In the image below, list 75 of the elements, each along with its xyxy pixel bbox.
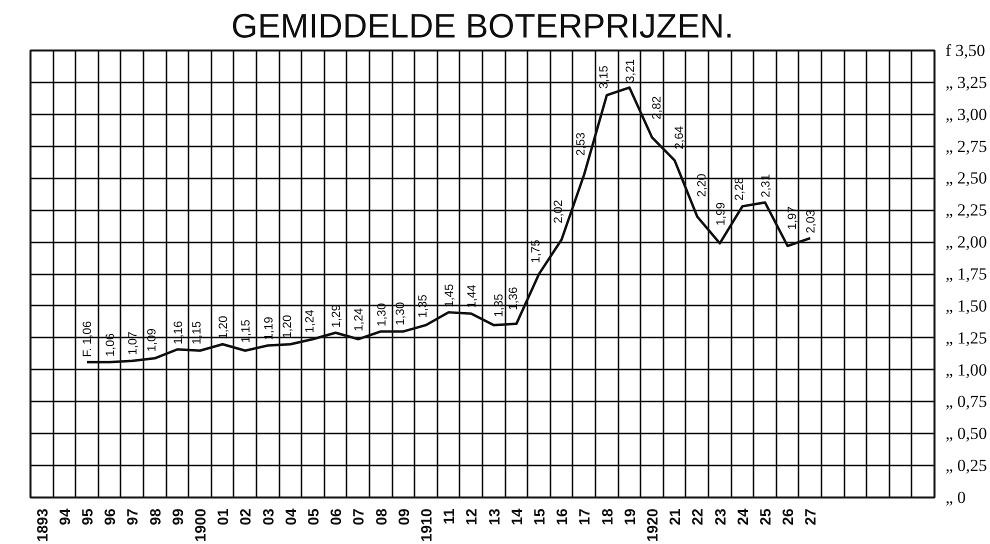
x-tick-label: 95 bbox=[80, 508, 96, 526]
y-tick-label: „ 2,50 bbox=[946, 168, 988, 188]
x-tick-label: 08 bbox=[373, 508, 390, 526]
data-label: 1,36 bbox=[506, 286, 520, 310]
data-label: 1,45 bbox=[442, 284, 456, 308]
x-tick-label: 99 bbox=[170, 508, 187, 526]
data-label: 1,20 bbox=[280, 314, 294, 338]
y-tick-label: „ 0 bbox=[946, 488, 966, 507]
data-label: 3,21 bbox=[622, 58, 637, 83]
x-tick-label: 15 bbox=[532, 508, 548, 526]
y-tick-label: „ 3,25 bbox=[946, 72, 988, 92]
x-tick-label: 07 bbox=[350, 508, 368, 526]
x-tick-label: 18 bbox=[599, 508, 616, 526]
data-label: 1,30 bbox=[374, 302, 388, 326]
x-tick-label: 12 bbox=[464, 508, 481, 526]
data-label: 1,06 bbox=[103, 333, 118, 357]
data-label: 2,02 bbox=[551, 200, 566, 224]
x-tick-label: 1920 bbox=[644, 508, 662, 542]
data-label: 1,24 bbox=[302, 309, 316, 334]
y-tick-label: „ 1,25 bbox=[946, 328, 988, 348]
data-label: 1,09 bbox=[144, 328, 158, 352]
x-tick-label: 27 bbox=[802, 508, 820, 526]
x-tick-label: 22 bbox=[690, 508, 707, 526]
x-tick-label: 24 bbox=[734, 508, 752, 526]
y-tick-label: f 3,50 bbox=[946, 41, 986, 60]
y-tick-label: „ 1,75 bbox=[946, 264, 988, 284]
data-label: 1,15 bbox=[190, 320, 204, 345]
data-label: 1,24 bbox=[352, 308, 366, 332]
x-tick-label: 1900 bbox=[192, 508, 210, 542]
data-label: 1,15 bbox=[238, 319, 253, 343]
y-tick-label: „ 2,00 bbox=[946, 232, 988, 252]
data-label: 1,19 bbox=[261, 316, 276, 340]
x-tick-label: 17 bbox=[576, 508, 594, 526]
x-tick-label: 16 bbox=[554, 508, 572, 526]
y-tick-label: „ 2,75 bbox=[946, 136, 988, 156]
x-tick-label: 23 bbox=[712, 508, 730, 526]
x-tick-label: 13 bbox=[486, 508, 504, 526]
x-tick-label: 02 bbox=[238, 508, 255, 526]
x-tick-label: 03 bbox=[260, 508, 278, 526]
x-tick-label: 25 bbox=[758, 508, 774, 526]
y-tick-label: „ 1,50 bbox=[946, 296, 988, 316]
data-label: 3,15 bbox=[596, 65, 610, 89]
data-label: 1,07 bbox=[126, 331, 140, 355]
x-tick-label: 94 bbox=[56, 508, 74, 526]
x-tick-label: 14 bbox=[508, 508, 526, 526]
data-label: F. 1,06 bbox=[80, 320, 94, 358]
x-tick-label: 97 bbox=[124, 508, 142, 526]
data-label: 1,20 bbox=[216, 316, 230, 340]
chart-title: GEMIDDELDE BOTERPRIJZEN. bbox=[231, 8, 734, 46]
x-tick-label: 26 bbox=[780, 508, 798, 526]
x-tick-label: 05 bbox=[306, 508, 322, 526]
y-tick-label: „ 0,50 bbox=[946, 424, 988, 444]
x-tick-label: 09 bbox=[396, 508, 413, 526]
y-tick-label: „ 3,00 bbox=[946, 104, 988, 124]
data-label: 1,30 bbox=[392, 302, 407, 326]
data-label: 1,44 bbox=[464, 284, 479, 308]
x-tick-label: 06 bbox=[328, 508, 346, 526]
x-tick-label: 1893 bbox=[34, 508, 52, 542]
data-label: 2,53 bbox=[574, 132, 588, 156]
x-tick-label: 04 bbox=[282, 508, 300, 526]
x-tick-label: 1910 bbox=[418, 508, 436, 542]
x-tick-label: 01 bbox=[215, 508, 232, 526]
x-tick-label: 98 bbox=[147, 508, 164, 526]
y-tick-label: „ 0,75 bbox=[946, 392, 988, 412]
x-tick-label: 96 bbox=[102, 508, 120, 526]
y-tick-label: „ 2,25 bbox=[946, 200, 988, 220]
data-label: 2,03 bbox=[804, 210, 818, 234]
data-label: 1,35 bbox=[416, 294, 430, 318]
x-tick-label: 11 bbox=[441, 508, 458, 524]
x-tick-label: 19 bbox=[622, 508, 639, 526]
x-tick-label: 21 bbox=[667, 508, 684, 526]
data-label: 1,16 bbox=[170, 320, 185, 344]
y-tick-label: „ 0,25 bbox=[946, 456, 988, 476]
y-tick-label: „ 1,00 bbox=[946, 360, 988, 380]
data-label: 2,31 bbox=[758, 174, 772, 198]
